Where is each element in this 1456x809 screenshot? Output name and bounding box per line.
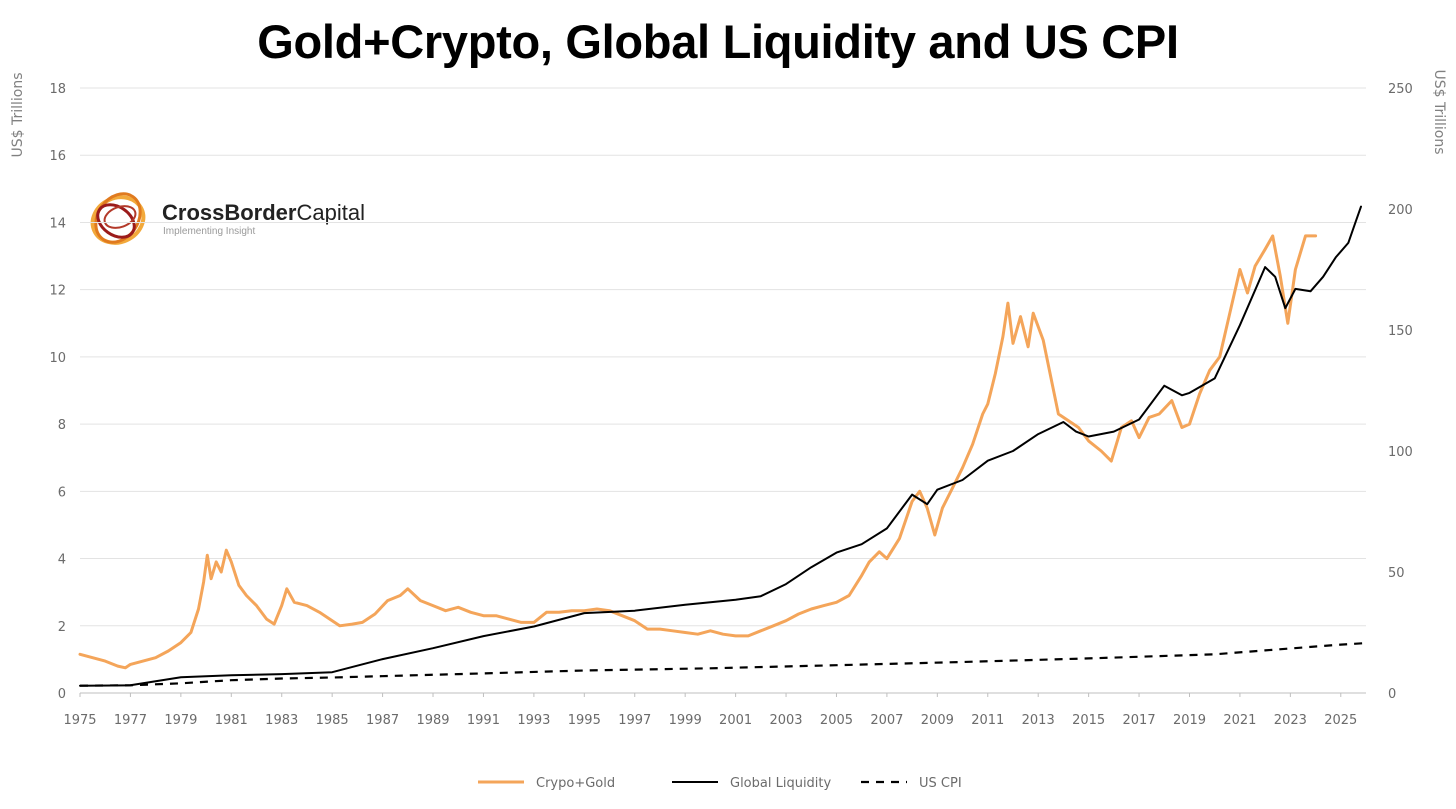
x-tick-label: 1999 xyxy=(669,713,702,728)
y-tick-label: 10 xyxy=(49,351,66,366)
y-tick-label: 4 xyxy=(58,553,66,568)
x-tick-label: 2025 xyxy=(1324,713,1357,728)
y-tick-label: 18 xyxy=(49,82,66,97)
y-tick-label: 12 xyxy=(49,284,66,299)
x-tick-label: 1981 xyxy=(215,713,248,728)
x-tick-label: 2009 xyxy=(921,713,954,728)
x-tick-label: 1977 xyxy=(114,713,147,728)
x-tick-label: 2011 xyxy=(971,713,1004,728)
x-tick-label: 2003 xyxy=(769,713,802,728)
logo-name: CrossBorderCapital xyxy=(162,200,365,226)
x-tick-label: 2021 xyxy=(1223,713,1256,728)
x-tick-label: 2023 xyxy=(1274,713,1307,728)
crossborder-logo: CrossBorderCapital Implementing Insight xyxy=(84,184,384,254)
logo-tagline: Implementing Insight xyxy=(163,226,256,237)
legend: Crypo+Gold Global Liquidity US CPI xyxy=(478,776,962,791)
y-tick-label: 6 xyxy=(58,485,66,500)
x-tick-label: 1987 xyxy=(366,713,399,728)
x-tick-label: 2013 xyxy=(1022,713,1055,728)
y2-tick-label: 250 xyxy=(1388,82,1413,97)
right-axis-ticks: 0 50 100 150 200 250 xyxy=(1388,82,1413,702)
x-tick-label: 1993 xyxy=(517,713,550,728)
legend-label: Global Liquidity xyxy=(730,776,832,791)
y2-tick-label: 50 xyxy=(1388,566,1405,581)
x-tick-label: 1991 xyxy=(467,713,500,728)
y-tick-label: 14 xyxy=(49,216,66,231)
x-tick-label: 1983 xyxy=(265,713,298,728)
logo-swirl-icon xyxy=(90,192,146,245)
x-tick-label: 2015 xyxy=(1072,713,1105,728)
x-tick-label: 1975 xyxy=(63,713,96,728)
legend-label: US CPI xyxy=(919,776,962,791)
chart-title: Gold+Crypto, Global Liquidity and US CPI xyxy=(257,15,1179,68)
x-tick-label: 2007 xyxy=(870,713,903,728)
logo-name-bold: CrossBorder xyxy=(162,200,297,225)
x-tick-label: 2017 xyxy=(1123,713,1156,728)
x-tick-label: 1989 xyxy=(416,713,449,728)
y-tick-label: 8 xyxy=(58,418,66,433)
y2-tick-label: 0 xyxy=(1388,687,1396,702)
x-tick-label: 1997 xyxy=(618,713,651,728)
logo-name-regular: Capital xyxy=(296,200,365,225)
x-tick-label: 1995 xyxy=(568,713,601,728)
y-tick-label: 0 xyxy=(58,687,66,702)
x-tick-label: 2019 xyxy=(1173,713,1206,728)
x-tick-label: 2005 xyxy=(820,713,853,728)
series-line-global-liquidity xyxy=(79,205,1362,687)
legend-label: Crypo+Gold xyxy=(536,776,615,791)
x-tick-label: 1985 xyxy=(316,713,349,728)
y2-tick-label: 100 xyxy=(1388,445,1413,460)
y2-tick-label: 150 xyxy=(1388,324,1413,339)
y-tick-label: 16 xyxy=(49,149,66,164)
series-line-us-cpi xyxy=(79,642,1367,687)
gridlines xyxy=(80,87,1366,694)
y2-tick-label: 200 xyxy=(1388,203,1413,218)
x-axis-ticks: 1975 1977 1979 1981 1983 1985 1987 1989 1991 1993… xyxy=(63,693,1357,728)
left-axis-ticks: 0 2 4 6 8 10 12 14 16 18 xyxy=(49,82,66,702)
series-line-crypo-gold xyxy=(78,234,1318,670)
y-tick-label: 2 xyxy=(58,620,66,635)
x-tick-label: 1979 xyxy=(164,713,197,728)
x-tick-label: 2001 xyxy=(719,713,752,728)
series-lines xyxy=(78,205,1367,687)
